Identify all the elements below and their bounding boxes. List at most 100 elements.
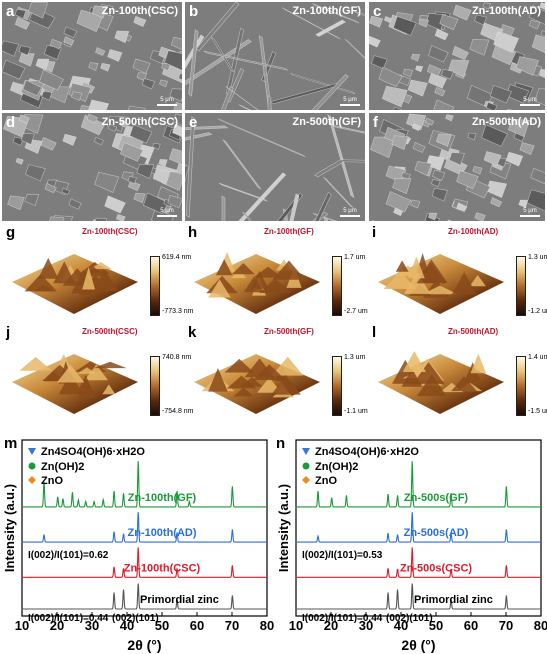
series-label: Zn-500s(CSC) (400, 562, 472, 574)
sem-crystal (415, 65, 424, 73)
sem-title: Zn-100th(GF) (292, 5, 361, 17)
sem-crystal (411, 123, 422, 132)
panel-letter: n (276, 435, 285, 452)
sem-crystal (481, 124, 508, 147)
afm-peak (53, 261, 76, 284)
sem-panel-f: f Zn-500th(AD) 5 μm (369, 113, 545, 221)
sem-crystal (452, 4, 472, 21)
sem-crystal (412, 141, 426, 153)
scale-line (157, 104, 177, 106)
sem-crystal (217, 118, 306, 158)
afm-peak (215, 259, 233, 276)
sem-crystal (493, 31, 520, 54)
sem-crystal (505, 151, 524, 167)
sem-crystal (539, 2, 545, 10)
sem-crystal (528, 5, 545, 25)
sem-crystal (485, 101, 498, 110)
scale-line (157, 215, 177, 217)
panel-letter: m (4, 435, 17, 452)
sem-crystal (128, 180, 141, 192)
afm-peak (24, 273, 58, 292)
sem-panel-d: d Zn-500th(CSC) 5 μm (2, 113, 182, 221)
scale-label: 5 μm (523, 208, 537, 214)
sem-title: Zn-500th(CSC) (101, 116, 178, 128)
sem-crystal (315, 19, 346, 37)
sem-crystal (100, 62, 111, 72)
afm-title: Zn-500th(CSC) (82, 327, 138, 336)
afm-peak (38, 257, 59, 279)
colorbar-max: 740.8 nm (162, 354, 192, 361)
sem-crystal (159, 79, 169, 88)
sem-crystal (371, 219, 375, 221)
legend-entry: ZnO (315, 475, 337, 487)
sem-crystal (95, 47, 106, 56)
sem-crystal (534, 87, 545, 106)
sem-crystal (86, 113, 98, 124)
sem-crystal (167, 195, 182, 209)
sem-crystal (188, 29, 199, 97)
afm-surface (194, 354, 320, 414)
x-tick-label: 70 (499, 618, 513, 633)
sem-crystal (68, 198, 82, 210)
sem-crystal (432, 169, 446, 181)
sem-crystal (141, 78, 156, 90)
x-tick-label: 10 (15, 618, 29, 633)
sem-crystal (435, 133, 452, 147)
sem-crystal (127, 105, 146, 110)
x-tick-label: 60 (190, 618, 204, 633)
afm-peak (271, 356, 304, 376)
afm-peak (416, 374, 447, 397)
panel-letter: k (188, 324, 197, 341)
series-label: Primordial zinc (140, 594, 219, 606)
sem-crystal (528, 19, 541, 30)
sem-crystal (152, 142, 161, 150)
sem-crystal (221, 195, 226, 221)
panel-letter: i (372, 224, 377, 241)
sem-crystal (80, 114, 106, 136)
sem-crystal (456, 170, 479, 190)
xrd-series-line (21, 547, 267, 578)
sem-crystal (71, 91, 83, 101)
panel-letter: l (372, 324, 377, 341)
scale-label: 5 μm (160, 97, 174, 103)
sem-crystal (88, 62, 99, 71)
sem-crystal (80, 104, 92, 110)
x-tick-label: 60 (464, 618, 478, 633)
sem-crystal (515, 56, 539, 76)
scale-bar: 5 μm (340, 97, 360, 106)
sem-crystal (431, 187, 448, 202)
sem-crystal (448, 152, 465, 166)
intensity-ratio: I(002)/I(101)=0.53 (302, 550, 383, 561)
x-axis-label: 2θ (°) (401, 637, 435, 653)
legend-diamond-icon (302, 476, 310, 484)
afm-peak (252, 364, 286, 381)
afm-peak (395, 260, 409, 272)
sem-crystal (434, 87, 446, 97)
sem-crystal (538, 68, 545, 79)
afm-peak (412, 362, 445, 384)
afm-peak (259, 278, 291, 293)
sem-crystal (18, 45, 31, 56)
afm-peak (233, 387, 254, 397)
sem-crystal (12, 136, 24, 146)
xrd-series-line (295, 512, 541, 543)
sem-crystal (129, 124, 153, 144)
sem-crystal (18, 114, 30, 124)
sem-title: Zn-500th(AD) (471, 116, 541, 128)
sem-texture (3, 113, 182, 221)
scale-label: 5 μm (160, 208, 174, 214)
sem-crystal (428, 45, 449, 63)
colorbar-min: -1.2 um (528, 308, 547, 315)
colorbar-min: -2.7 um (344, 308, 368, 315)
afm-peak (93, 361, 127, 369)
x-tick-label: 80 (260, 618, 274, 633)
x-tick-label: 40 (394, 618, 408, 633)
afm-peak (224, 358, 255, 373)
sem-crystal (88, 99, 110, 110)
scale-bar: 5 μm (520, 97, 540, 106)
sem-crystal (195, 2, 240, 52)
xrd-series-line (295, 461, 541, 508)
legend-triangle-icon (28, 448, 36, 455)
sem-crystal (15, 157, 24, 165)
sem-crystal (49, 216, 65, 221)
